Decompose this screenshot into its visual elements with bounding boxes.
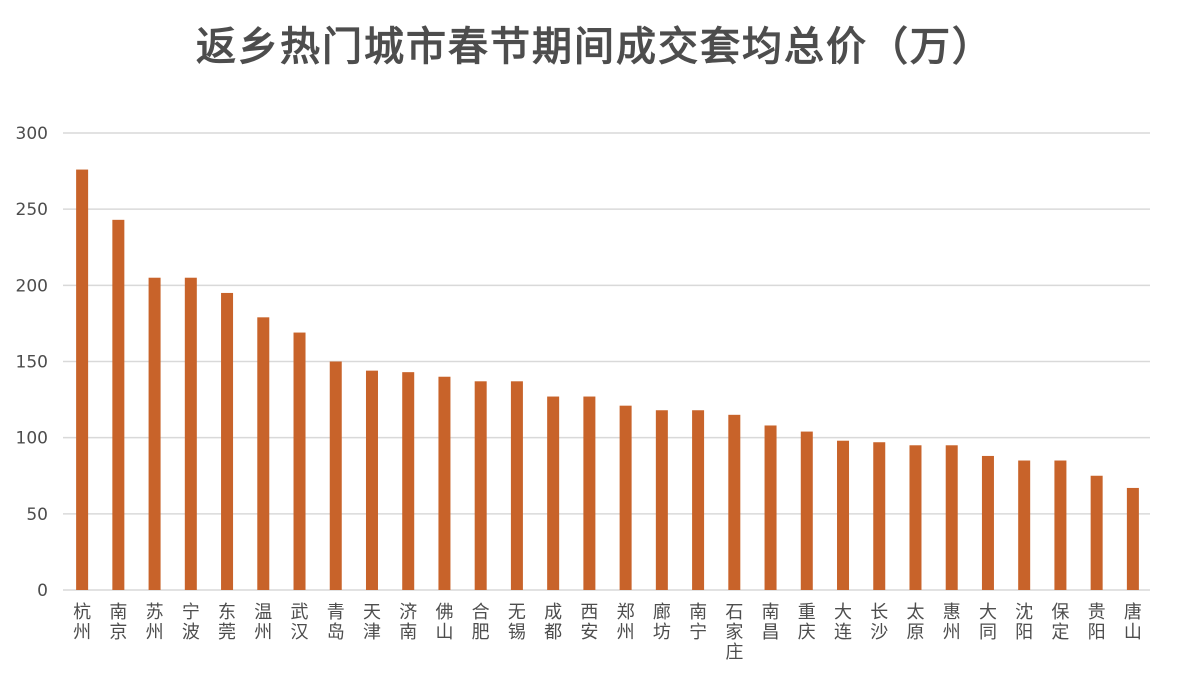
bar [293,332,306,590]
x-tick-label: 郑州 [617,602,635,643]
x-tick-label: 济南 [399,602,417,643]
x-tick-label: 沈阳 [1015,602,1033,643]
bar [873,442,886,590]
y-tick-label: 200 [16,276,48,296]
x-tick-label: 石家庄 [725,602,743,663]
x-tick-label: 杭州 [73,602,91,643]
bar [148,277,161,590]
x-tick-label: 青岛 [327,602,345,643]
chart-title: 返乡热门城市春节期间成交套均总价（万） [196,24,994,70]
y-tick-label: 250 [16,200,48,220]
bar [583,396,596,590]
bar [329,361,342,590]
y-tick-label: 0 [37,581,48,601]
x-tick-label: 南京 [109,602,127,643]
x-tick-label: 唐山 [1124,602,1142,643]
y-tick-label: 300 [16,124,48,144]
x-tick-label: 保定 [1051,602,1069,643]
bar [1018,460,1031,590]
x-tick-label: 佛山 [435,602,453,643]
bar [438,376,451,590]
x-tick-label: 太原 [906,602,924,643]
bar [909,445,922,590]
bar [402,372,415,590]
x-tick-label: 西安 [580,602,598,643]
bar [692,410,705,590]
bar [1090,475,1103,590]
x-tick-label: 苏州 [146,602,164,643]
bar [257,317,270,590]
bar [1054,460,1067,590]
bar [510,381,523,590]
x-tick-label: 合肥 [472,602,490,643]
x-tick-label: 无锡 [508,602,526,643]
bar [764,425,777,590]
bar [837,440,850,590]
bar [76,169,89,590]
y-axis-ticks: 0 50 100 150 200 250 300 [16,124,48,601]
gridlines [63,132,1150,591]
bar [365,370,378,590]
y-tick-label: 100 [16,429,48,449]
bar [655,410,668,590]
x-tick-label: 宁波 [182,602,200,643]
x-tick-label: 大连 [834,602,852,643]
bar [221,292,234,590]
bar [728,414,741,590]
x-tick-label: 天津 [363,602,381,643]
y-tick-label: 50 [26,505,48,525]
x-tick-label: 南昌 [762,602,780,643]
x-tick-label: 温州 [254,602,272,643]
x-tick-label: 大同 [979,602,997,643]
bar [547,396,560,590]
bar [1126,487,1139,590]
x-tick-label: 东莞 [218,602,236,643]
bars [76,169,1139,590]
x-tick-label: 惠州 [943,602,961,643]
bar [474,381,487,590]
x-tick-label: 贵阳 [1088,602,1106,643]
bar [184,277,197,590]
x-tick-label: 武汉 [291,602,309,643]
x-tick-label: 长沙 [870,602,888,643]
bar [800,431,813,590]
bar [981,455,994,590]
y-tick-label: 150 [16,353,48,373]
x-tick-label: 成都 [544,602,562,643]
bar [945,445,958,590]
x-tick-label: 重庆 [798,602,816,643]
bar [112,219,125,590]
bar [619,405,632,590]
x-tick-label: 廊坊 [653,602,671,643]
x-tick-label: 南宁 [689,602,707,643]
